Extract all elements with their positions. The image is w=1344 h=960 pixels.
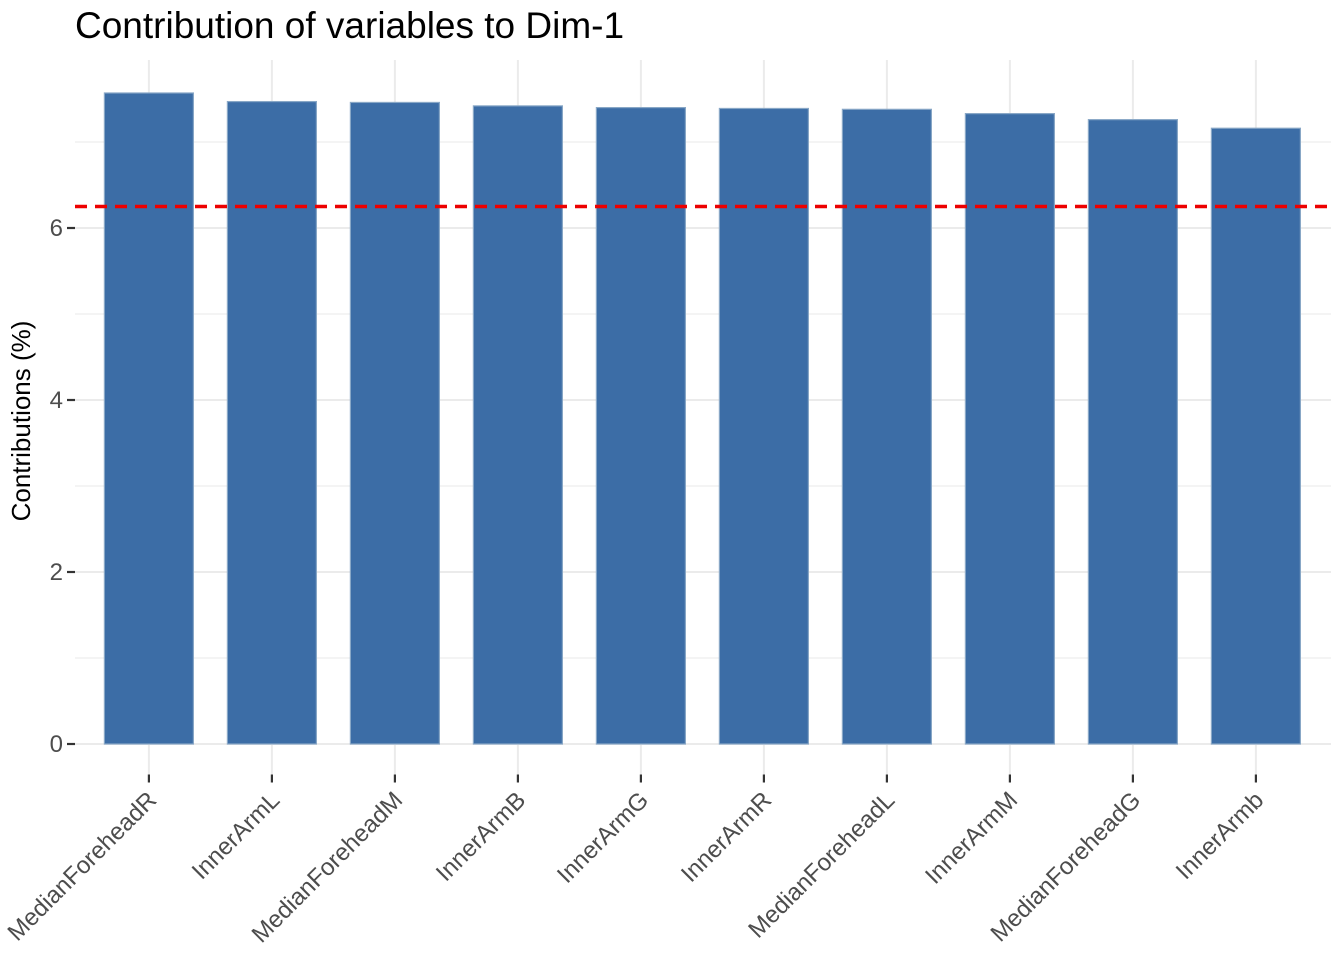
chart-title: Contribution of variables to Dim-1 — [75, 5, 624, 46]
bar — [1087, 119, 1179, 745]
bar — [718, 107, 810, 745]
bar — [964, 113, 1056, 745]
x-tick-label: InnerArmb — [1171, 787, 1269, 885]
bar — [103, 92, 195, 745]
x-tick-label: MedianForeheadR — [2, 787, 162, 947]
bar — [226, 100, 317, 745]
x-tick-label: InnerArmM — [920, 787, 1023, 890]
bar-layer — [103, 92, 1302, 745]
y-tick-label: 6 — [50, 215, 63, 242]
bar — [1210, 127, 1302, 745]
y-tick-label: 0 — [50, 731, 63, 758]
x-tick-label: InnerArmL — [187, 787, 285, 885]
bar — [595, 106, 687, 745]
x-tick-label: InnerArmG — [552, 787, 654, 889]
bar — [841, 108, 933, 745]
bar — [472, 105, 563, 745]
y-tick-label: 4 — [50, 387, 63, 414]
bar — [349, 101, 440, 745]
y-tick-label: 2 — [50, 559, 63, 586]
x-tick-label: InnerArmR — [676, 787, 777, 888]
y-axis-title: Contributions (%) — [6, 321, 36, 522]
x-tick-label: InnerArmB — [431, 787, 531, 887]
